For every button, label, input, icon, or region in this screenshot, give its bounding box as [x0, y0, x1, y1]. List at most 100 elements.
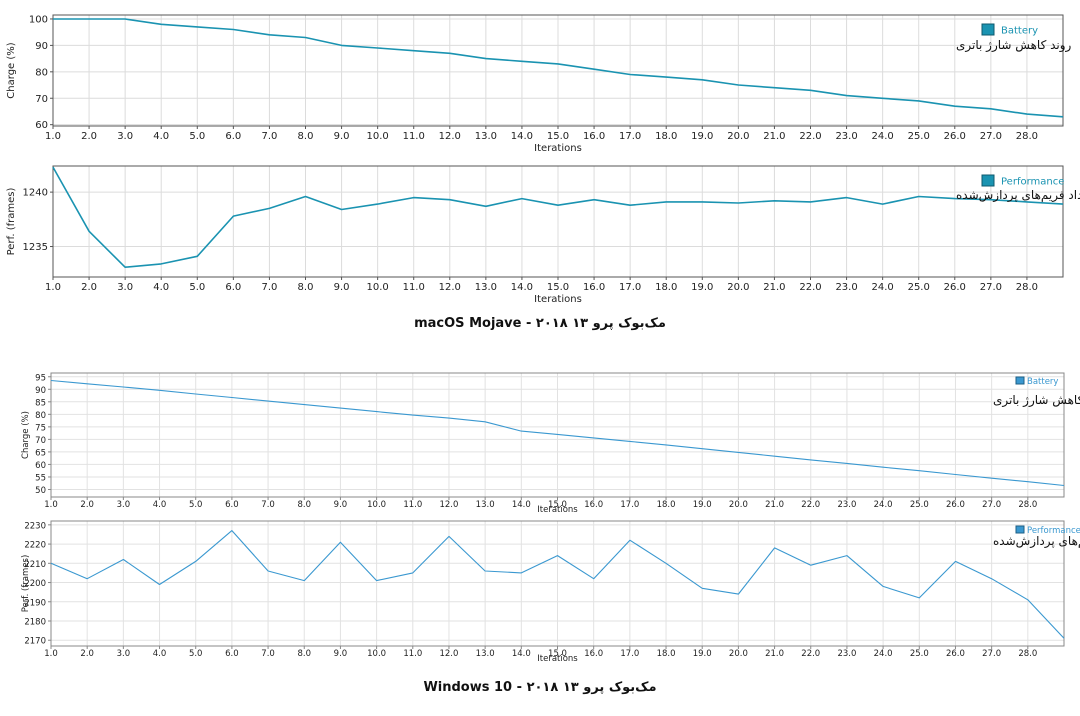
- x-tick-label: 18.0: [655, 282, 677, 293]
- x-tick-label: 3.0: [117, 649, 131, 659]
- x-tick-label: 9.0: [334, 282, 350, 293]
- x-tick-label: 8.0: [298, 282, 314, 293]
- legend-swatch: [982, 24, 994, 35]
- legend: Battery: [982, 24, 1038, 37]
- y-tick-label: 60: [35, 120, 48, 131]
- y-tick-label: 1240: [23, 188, 48, 199]
- x-axis-label: Iterations: [537, 654, 578, 664]
- x-tick-label: 26.0: [944, 282, 966, 293]
- y-tick-label: 95: [35, 373, 46, 383]
- y-tick-label: 85: [35, 398, 46, 408]
- x-tick-label: 19.0: [693, 649, 712, 659]
- x-tick-label: 13.0: [476, 649, 495, 659]
- x-tick-label: 19.0: [691, 282, 713, 293]
- x-tick-label: 6.0: [225, 649, 239, 659]
- x-tick-label: 25.0: [908, 282, 930, 293]
- x-axis-label: Iterations: [534, 143, 582, 154]
- y-tick-label: 70: [35, 436, 46, 446]
- x-tick-label: 11.0: [403, 282, 425, 293]
- x-tick-label: 22.0: [799, 131, 821, 142]
- x-tick-label: 22.0: [799, 282, 821, 293]
- x-tick-label: 23.0: [837, 649, 856, 659]
- y-axis-label: Perf. (frames): [21, 555, 31, 613]
- x-tick-label: 21.0: [765, 649, 784, 659]
- x-tick-label: 27.0: [982, 649, 1001, 659]
- x-tick-label: 27.0: [980, 131, 1002, 142]
- x-tick-label: 8.0: [298, 131, 314, 142]
- x-tick-label: 2.0: [81, 131, 97, 142]
- y-tick-label: 55: [35, 473, 46, 483]
- x-tick-label: 14.0: [511, 131, 533, 142]
- x-tick-label: 20.0: [727, 282, 749, 293]
- x-tick-label: 10.0: [367, 500, 386, 510]
- x-tick-label: 5.0: [189, 131, 205, 142]
- x-tick-label: 17.0: [619, 131, 641, 142]
- x-tick-label: 11.0: [403, 500, 422, 510]
- x-tick-label: 10.0: [367, 282, 389, 293]
- x-tick-label: 25.0: [910, 649, 929, 659]
- x-tick-label: 9.0: [334, 649, 348, 659]
- x-tick-label: 13.0: [475, 282, 497, 293]
- y-tick-label: 2220: [24, 541, 46, 551]
- y-tick-label: 65: [35, 448, 46, 458]
- caption-windows: Windows 10 - مک‌بوک پرو ۱۳ ۲۰۱۸: [0, 680, 1080, 695]
- x-tick-label: 2.0: [80, 500, 94, 510]
- x-tick-label: 8.0: [297, 500, 311, 510]
- x-tick-label: 4.0: [153, 649, 167, 659]
- x-tick-label: 9.0: [334, 131, 350, 142]
- legend-label: Battery: [1001, 26, 1038, 37]
- y-tick-label: 75: [35, 423, 46, 433]
- x-tick-label: 4.0: [153, 282, 169, 293]
- x-tick-label: 1.0: [44, 649, 58, 659]
- x-tick-label: 15.0: [547, 131, 569, 142]
- x-tick-label: 27.0: [982, 500, 1001, 510]
- x-tick-label: 5.0: [189, 649, 203, 659]
- y-tick-label: 2180: [24, 618, 46, 628]
- x-tick-label: 12.0: [439, 649, 458, 659]
- x-tick-label: 21.0: [763, 131, 785, 142]
- x-tick-label: 26.0: [946, 649, 965, 659]
- x-axis-label: Iterations: [537, 505, 578, 515]
- x-tick-label: 14.0: [512, 500, 531, 510]
- y-axis-label: Charge (%): [6, 42, 17, 98]
- x-tick-label: 24.0: [874, 649, 893, 659]
- x-tick-label: 11.0: [403, 131, 425, 142]
- x-tick-label: 23.0: [835, 131, 857, 142]
- x-tick-label: 3.0: [117, 282, 133, 293]
- x-tick-label: 12.0: [439, 131, 461, 142]
- x-tick-label: 3.0: [117, 500, 131, 510]
- x-tick-label: 1.0: [45, 282, 61, 293]
- x-tick-label: 19.0: [693, 500, 712, 510]
- legend-label: Performance: [1001, 177, 1064, 188]
- y-tick-label: 2230: [24, 521, 46, 531]
- y-tick-label: 80: [35, 67, 48, 78]
- x-tick-label: 15.0: [547, 282, 569, 293]
- x-tick-label: 13.0: [475, 131, 497, 142]
- legend-swatch: [1016, 377, 1024, 384]
- x-tick-label: 1.0: [44, 500, 58, 510]
- y-tick-label: 60: [35, 461, 46, 471]
- x-tick-label: 7.0: [261, 500, 275, 510]
- legend-swatch: [982, 175, 994, 186]
- y-tick-label: 70: [35, 94, 48, 105]
- x-tick-label: 25.0: [910, 500, 929, 510]
- y-tick-label: 90: [35, 386, 46, 396]
- x-tick-label: 23.0: [835, 282, 857, 293]
- x-tick-label: 28.0: [1016, 131, 1038, 142]
- x-tick-label: 20.0: [729, 500, 748, 510]
- x-tick-label: 9.0: [334, 500, 348, 510]
- x-tick-label: 20.0: [729, 649, 748, 659]
- caption-mac: macOS Mojave - مک‌بوک پرو ۱۳ ۲۰۱۸: [0, 316, 1080, 331]
- x-tick-label: 5.0: [189, 500, 203, 510]
- y-axis-label: Perf. (frames): [6, 188, 17, 256]
- x-tick-label: 28.0: [1018, 500, 1037, 510]
- x-tick-label: 17.0: [620, 649, 639, 659]
- x-tick-label: 2.0: [80, 649, 94, 659]
- legend: Performance: [982, 175, 1064, 188]
- x-tick-label: 21.0: [763, 282, 785, 293]
- x-tick-label: 24.0: [874, 500, 893, 510]
- x-tick-label: 22.0: [801, 500, 820, 510]
- x-tick-label: 12.0: [439, 500, 458, 510]
